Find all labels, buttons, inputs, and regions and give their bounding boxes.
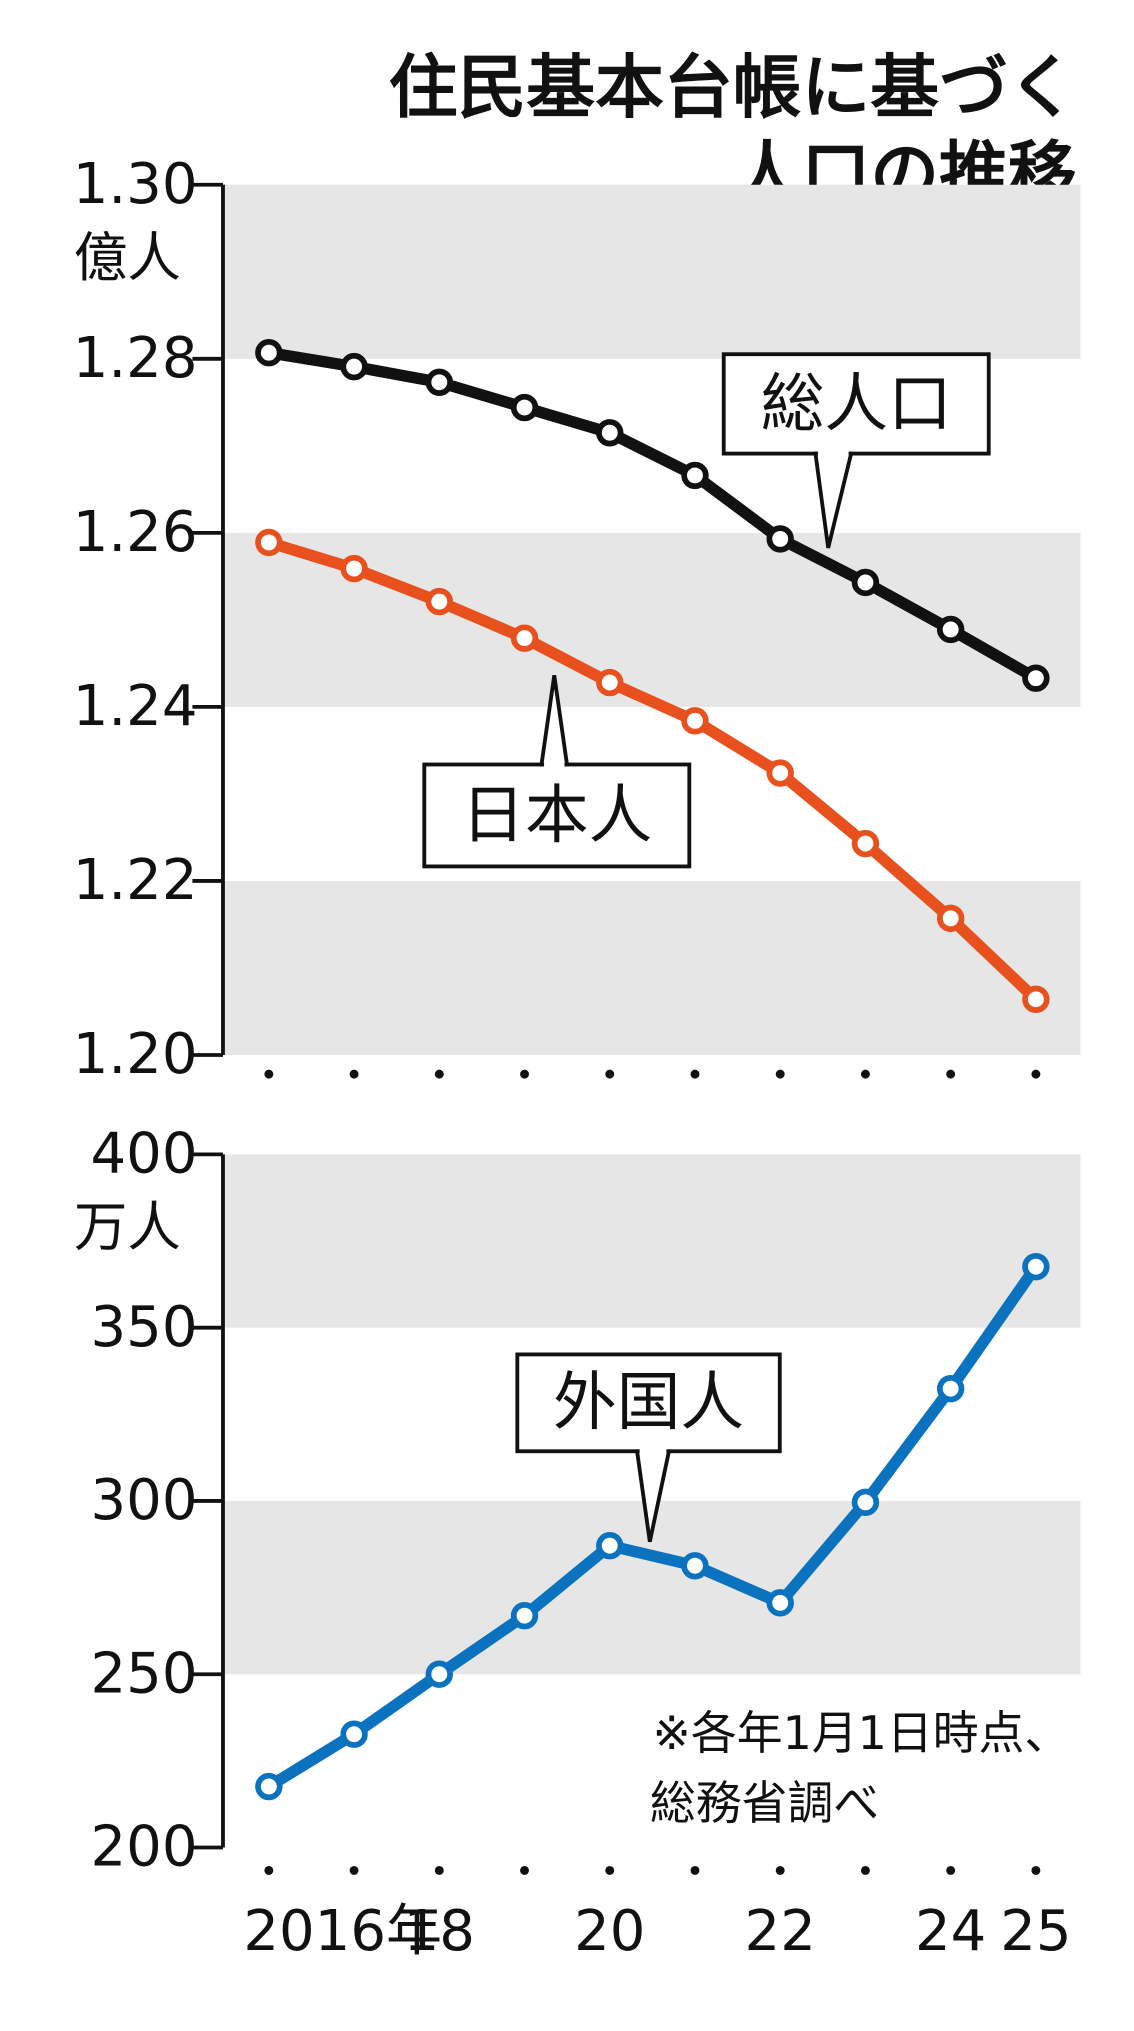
- note: ※各年1月1日時点、: [652, 1706, 1070, 1760]
- series-label: 日本人: [461, 779, 652, 853]
- y-tick-label: 400: [91, 1122, 198, 1187]
- y-tick-label: 200: [91, 1815, 198, 1880]
- x-tick-label: 2016年: [243, 1899, 442, 1964]
- point: [340, 1720, 368, 1748]
- x-tick-label: 25: [1000, 1899, 1071, 1964]
- x-dot: [946, 1069, 956, 1079]
- y-tick-label: 300: [91, 1468, 198, 1533]
- x-dot: [349, 1865, 359, 1875]
- x-dot: [520, 1865, 529, 1875]
- point: [510, 624, 539, 652]
- y-tick-label: 1.22: [73, 848, 198, 913]
- x-dot: [605, 1865, 615, 1875]
- point: [1022, 1252, 1050, 1281]
- x-tick-label: 18: [404, 1899, 475, 1964]
- series-label: 総人口: [761, 367, 952, 441]
- point: [425, 1660, 453, 1688]
- point: [255, 339, 283, 367]
- series-line: [267, 347, 1039, 684]
- point: [255, 1772, 283, 1801]
- point: [766, 1589, 794, 1617]
- x-dot: [860, 1069, 870, 1079]
- point: [340, 352, 368, 381]
- chart-title: 住民基本台帳に基づく: [389, 48, 1077, 128]
- series-line: [265, 1263, 1041, 1792]
- x-tick-label: 20: [574, 1899, 645, 1964]
- x-dot: [690, 1865, 700, 1875]
- x-dot: [520, 1069, 529, 1079]
- x-dot: [264, 1865, 274, 1875]
- y-tick-label: 1.28: [73, 326, 198, 391]
- point: [340, 554, 368, 583]
- x-dot: [1031, 1865, 1041, 1875]
- y-tick-label: 1.24: [73, 674, 198, 739]
- point: [510, 1601, 539, 1630]
- x-dot: [860, 1865, 870, 1875]
- x-dot: [605, 1069, 615, 1079]
- point: [851, 568, 880, 597]
- x-tick-label: 24: [915, 1899, 986, 1964]
- y-unit: 万人: [74, 1195, 181, 1258]
- y-tick-label: 250: [91, 1641, 198, 1706]
- x-dot: [349, 1069, 359, 1079]
- grid-band: [222, 184, 1081, 359]
- point: [851, 829, 880, 858]
- point: [425, 368, 453, 396]
- point: [255, 528, 283, 557]
- y-unit: 億人: [74, 226, 181, 289]
- x-tick-label: 22: [745, 1899, 816, 1964]
- x-dot: [434, 1069, 444, 1079]
- grid-band: [222, 1154, 1081, 1328]
- y-tick-label: 1.26: [73, 500, 198, 565]
- y-tick-label: 1.20: [73, 1022, 198, 1087]
- point: [1022, 664, 1050, 692]
- x-dot: [264, 1069, 274, 1079]
- callout-box: [515, 1352, 782, 1454]
- point: [510, 393, 539, 422]
- point: [766, 759, 794, 787]
- point: [596, 1531, 624, 1560]
- x-dot: [775, 1865, 785, 1875]
- point: [1022, 985, 1050, 1014]
- point: [596, 419, 624, 447]
- point: [766, 525, 794, 553]
- x-dot: [775, 1069, 785, 1079]
- note: 総務省調べ: [650, 1776, 879, 1830]
- series-label: 外国人: [553, 1366, 744, 1440]
- callout-box: [422, 762, 692, 869]
- point: [596, 668, 624, 697]
- x-dot: [946, 1865, 956, 1875]
- point: [425, 587, 453, 616]
- point: [936, 615, 965, 644]
- x-dot: [1031, 1069, 1041, 1079]
- series-line: [267, 536, 1040, 1004]
- point: [936, 904, 965, 933]
- callout-box: [721, 352, 991, 456]
- point: [681, 461, 709, 490]
- point: [936, 1374, 965, 1403]
- y-tick-label: 350: [91, 1295, 198, 1360]
- point: [681, 707, 709, 735]
- x-dot: [690, 1069, 700, 1079]
- x-dot: [434, 1865, 444, 1875]
- y-tick-label: 1.30: [73, 152, 198, 217]
- point: [681, 1552, 709, 1580]
- point: [851, 1488, 880, 1517]
